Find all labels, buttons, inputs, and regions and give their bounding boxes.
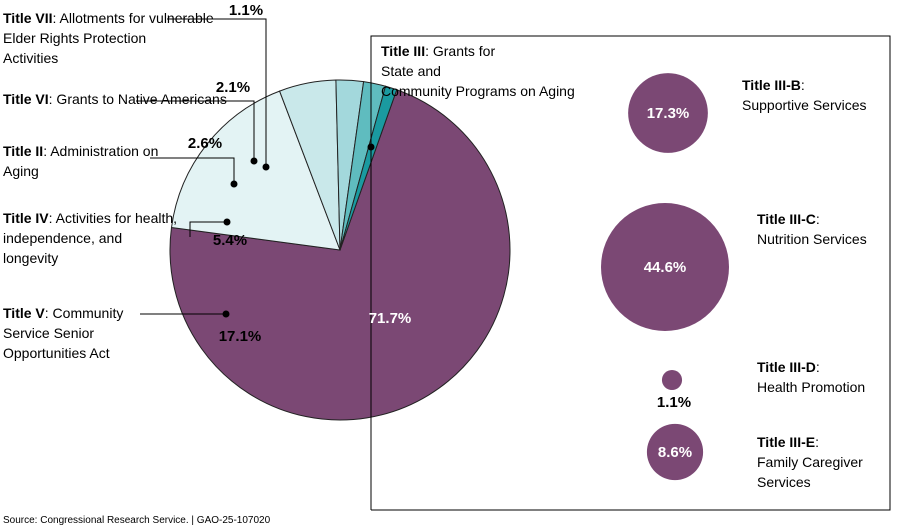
- category-label-t4: Title IV: Activities for health, independ…: [3, 210, 177, 266]
- title-iii-breakdown: 17.3% Title III-B: Supportive Services 44.6…: [601, 73, 867, 490]
- bubble-e: [646, 423, 704, 481]
- leader-dot-t4: [223, 218, 231, 226]
- breakdown-bracket: [370, 35, 891, 511]
- category-label-t5: Title V: Community Service Senior Opportun…: [3, 305, 123, 361]
- bubble-label-d: Title III-D: Health Promotion: [757, 359, 865, 395]
- pie-slices: [169, 79, 511, 421]
- percent-labels: 71.7% 17.1% 5.4% 2.6% 2.1% 1.1%: [188, 2, 411, 345]
- leader-dot-t2: [230, 180, 238, 188]
- bubble-label-c: Title III-C: Nutrition Services: [757, 211, 867, 247]
- category-label-t3: Title III: Grants for State and Community …: [381, 43, 575, 99]
- percent-label-t2: 2.6%: [188, 135, 222, 152]
- bubble-value-b: 17.3%: [647, 105, 690, 122]
- category-label-t6: Title VI: Grants to Native Americans: [3, 91, 227, 107]
- bubble-b: [628, 73, 708, 153]
- category-label-t2: Title II: Administration on Aging: [3, 143, 158, 179]
- category-labels: Title III: Grants for State and Community …: [3, 10, 575, 361]
- leader-dot-t6: [250, 157, 258, 165]
- bubble-value-d: 1.1%: [657, 394, 691, 411]
- leader-lines: [136, 18, 891, 511]
- bubble-value-e: 8.6%: [658, 444, 692, 461]
- leader-line-t6: [136, 100, 255, 161]
- leader-line-t2: [150, 157, 235, 184]
- pie-slice-t7: [339, 85, 398, 251]
- percent-label-t3: 71.7%: [369, 310, 412, 327]
- bubble-label-b: Title III-B: Supportive Services: [742, 77, 867, 113]
- leader-line-t4: [189, 221, 227, 237]
- category-label-t7: Title VII: Allotments for vulnerable Elde…: [3, 10, 214, 66]
- leader-dot-t3: [367, 143, 375, 151]
- leader-dot-t5: [222, 310, 230, 318]
- percent-label-t7: 1.1%: [229, 2, 263, 19]
- percent-label-t5: 17.1%: [219, 328, 262, 345]
- bubble-d: [661, 369, 683, 391]
- bubble-label-e: Title III-E: Family Caregiver Services: [757, 434, 863, 490]
- percent-label-t4: 5.4%: [213, 232, 247, 249]
- pie-slice-t5: [170, 90, 341, 251]
- leader-dot-t7: [262, 163, 270, 171]
- bubble-value-c: 44.6%: [644, 259, 687, 276]
- percent-label-t6: 2.1%: [216, 79, 250, 96]
- pie-slice-t3: [169, 89, 511, 421]
- source-note: Source: Congressional Research Service. …: [3, 515, 271, 526]
- bubble-c: [601, 203, 729, 331]
- pie-chart: Title III: Grants for State and Community …: [3, 2, 891, 511]
- leader-line-t7: [167, 18, 267, 167]
